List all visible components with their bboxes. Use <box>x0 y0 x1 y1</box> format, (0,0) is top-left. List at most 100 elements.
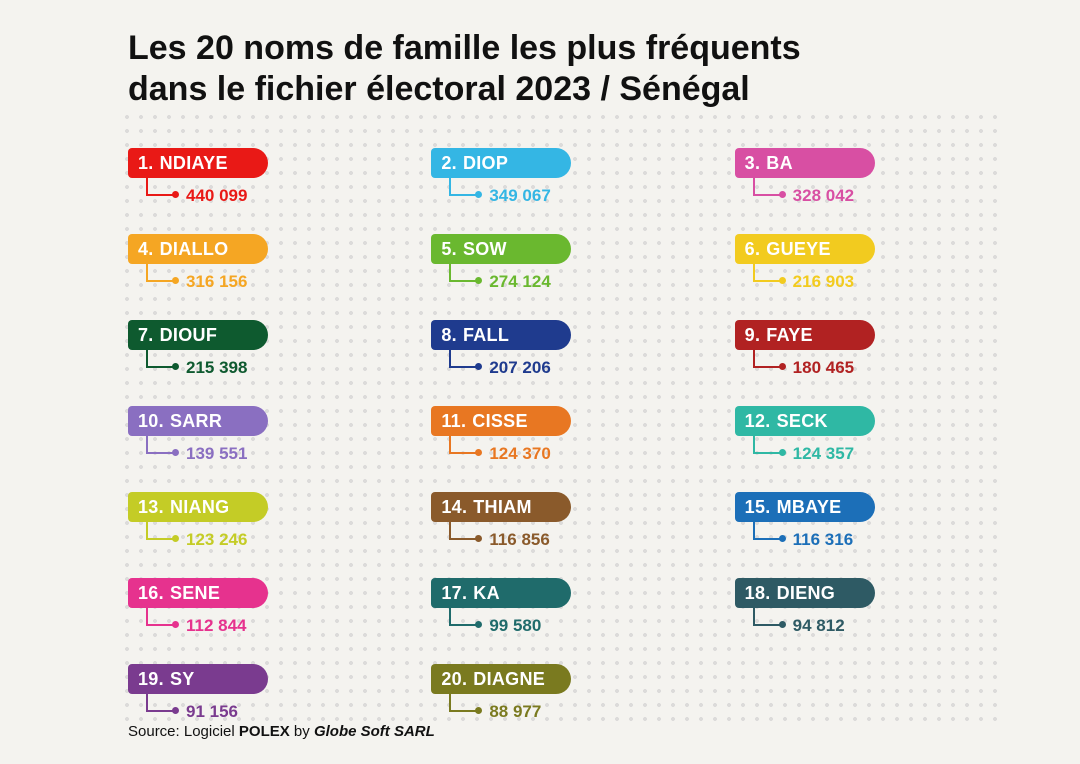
connector-dot <box>172 449 179 456</box>
connector-dot <box>779 535 786 542</box>
surname-name: THIAM <box>473 497 532 518</box>
connector: 328 042 <box>753 178 988 206</box>
surname-count: 328 042 <box>793 186 854 206</box>
connector-dot <box>475 621 482 628</box>
surname-name: BA <box>766 153 793 174</box>
surname-item: 7.DIOUF 215 398 <box>128 320 381 380</box>
surname-item: 16.SENE112 844 <box>128 578 381 638</box>
source-prefix: Source: Logiciel <box>128 723 239 740</box>
connector: 88 977 <box>449 694 684 722</box>
surname-item: 2.DIOP 349 067 <box>431 148 684 208</box>
surname-pill: 19.SY <box>128 664 268 694</box>
connector-dot <box>172 535 179 542</box>
surname-rank: 17. <box>441 583 467 604</box>
connector-vertical <box>146 692 148 710</box>
title-line-2: dans le fichier électoral 2023 / Sénégal <box>128 70 750 108</box>
surname-name: DIOP <box>463 153 508 174</box>
surname-pill: 15.MBAYE <box>735 492 875 522</box>
connector: 440 099 <box>146 178 381 206</box>
connector-dot <box>475 449 482 456</box>
connector-dot <box>475 707 482 714</box>
connector-vertical <box>146 176 148 194</box>
surname-item: 12.SECK124 357 <box>735 406 988 466</box>
surname-count: 116 856 <box>489 530 550 550</box>
surname-item: 4.DIALLO316 156 <box>128 234 381 294</box>
surname-pill: 8.FALL <box>431 320 571 350</box>
connector-dot <box>779 363 786 370</box>
connector-vertical <box>753 606 755 624</box>
surname-item: 20.DIAGNE88 977 <box>431 664 684 724</box>
surname-pill: 18.DIENG <box>735 578 875 608</box>
surname-count: 215 398 <box>186 358 247 378</box>
connector-horizontal <box>449 194 477 196</box>
connector-vertical <box>753 520 755 538</box>
connector-dot <box>475 363 482 370</box>
surname-item: 18.DIENG94 812 <box>735 578 988 638</box>
surname-item: 1.NDIAYE440 099 <box>128 148 381 208</box>
surname-name: SOW <box>463 239 507 260</box>
connector-horizontal <box>753 452 781 454</box>
surname-item: 10. SARR 139 551 <box>128 406 381 466</box>
connector-horizontal <box>449 366 477 368</box>
surname-pill: 4.DIALLO <box>128 234 268 264</box>
surname-rank: 8. <box>441 325 457 346</box>
connector-dot <box>779 621 786 628</box>
connector-dot <box>779 277 786 284</box>
connector-vertical <box>146 434 148 452</box>
surname-count: 112 844 <box>186 616 247 636</box>
connector: 139 551 <box>146 436 381 464</box>
connector-dot <box>172 363 179 370</box>
surname-pill: 2.DIOP <box>431 148 571 178</box>
connector-vertical <box>753 434 755 452</box>
surname-name: FAYE <box>766 325 813 346</box>
surname-item: 8.FALL207 206 <box>431 320 684 380</box>
connector: 207 206 <box>449 350 684 378</box>
source-attribution: Source: Logiciel POLEX by Globe Soft SAR… <box>128 723 435 740</box>
connector-vertical <box>449 176 451 194</box>
surname-rank: 14. <box>441 497 467 518</box>
surname-rank: 10. <box>138 411 164 432</box>
surname-item: 14. THIAM 116 856 <box>431 492 684 552</box>
surname-rank: 19. <box>138 669 164 690</box>
surname-item: 13.NIANG123 246 <box>128 492 381 552</box>
surname-rank: 3. <box>745 153 761 174</box>
surname-count: 180 465 <box>793 358 854 378</box>
surname-grid: 1.NDIAYE440 0992.DIOP349 0673.BA328 0424… <box>128 148 988 724</box>
surname-name: CISSE <box>472 411 528 432</box>
connector-dot <box>172 621 179 628</box>
connector: 180 465 <box>753 350 988 378</box>
connector-vertical <box>146 348 148 366</box>
surname-pill: 3.BA <box>735 148 875 178</box>
surname-name: NDIAYE <box>160 153 228 174</box>
surname-name: SARR <box>170 411 222 432</box>
surname-name: SECK <box>777 411 828 432</box>
connector-horizontal <box>146 194 174 196</box>
connector-vertical <box>449 348 451 366</box>
connector-horizontal <box>449 624 477 626</box>
surname-count: 349 067 <box>489 186 550 206</box>
connector: 123 246 <box>146 522 381 550</box>
surname-pill: 5.SOW <box>431 234 571 264</box>
connector: 112 844 <box>146 608 381 636</box>
connector-vertical <box>449 692 451 710</box>
connector-vertical <box>449 606 451 624</box>
surname-pill: 7.DIOUF <box>128 320 268 350</box>
surname-count: 440 099 <box>186 186 247 206</box>
surname-pill: 20.DIAGNE <box>431 664 571 694</box>
surname-pill: 13.NIANG <box>128 492 268 522</box>
surname-item: 17.KA99 580 <box>431 578 684 638</box>
connector-horizontal <box>753 280 781 282</box>
connector: 274 124 <box>449 264 684 292</box>
connector-horizontal <box>146 538 174 540</box>
surname-item: 11.CISSE124 370 <box>431 406 684 466</box>
connector: 116 316 <box>753 522 988 550</box>
surname-name: DIAGNE <box>473 669 545 690</box>
connector-horizontal <box>146 710 174 712</box>
connector-vertical <box>449 520 451 538</box>
connector-horizontal <box>146 452 174 454</box>
connector-horizontal <box>753 538 781 540</box>
surname-name: NIANG <box>170 497 230 518</box>
surname-pill: 12.SECK <box>735 406 875 436</box>
surname-rank: 15. <box>745 497 771 518</box>
surname-item: 19.SY91 156 <box>128 664 381 724</box>
